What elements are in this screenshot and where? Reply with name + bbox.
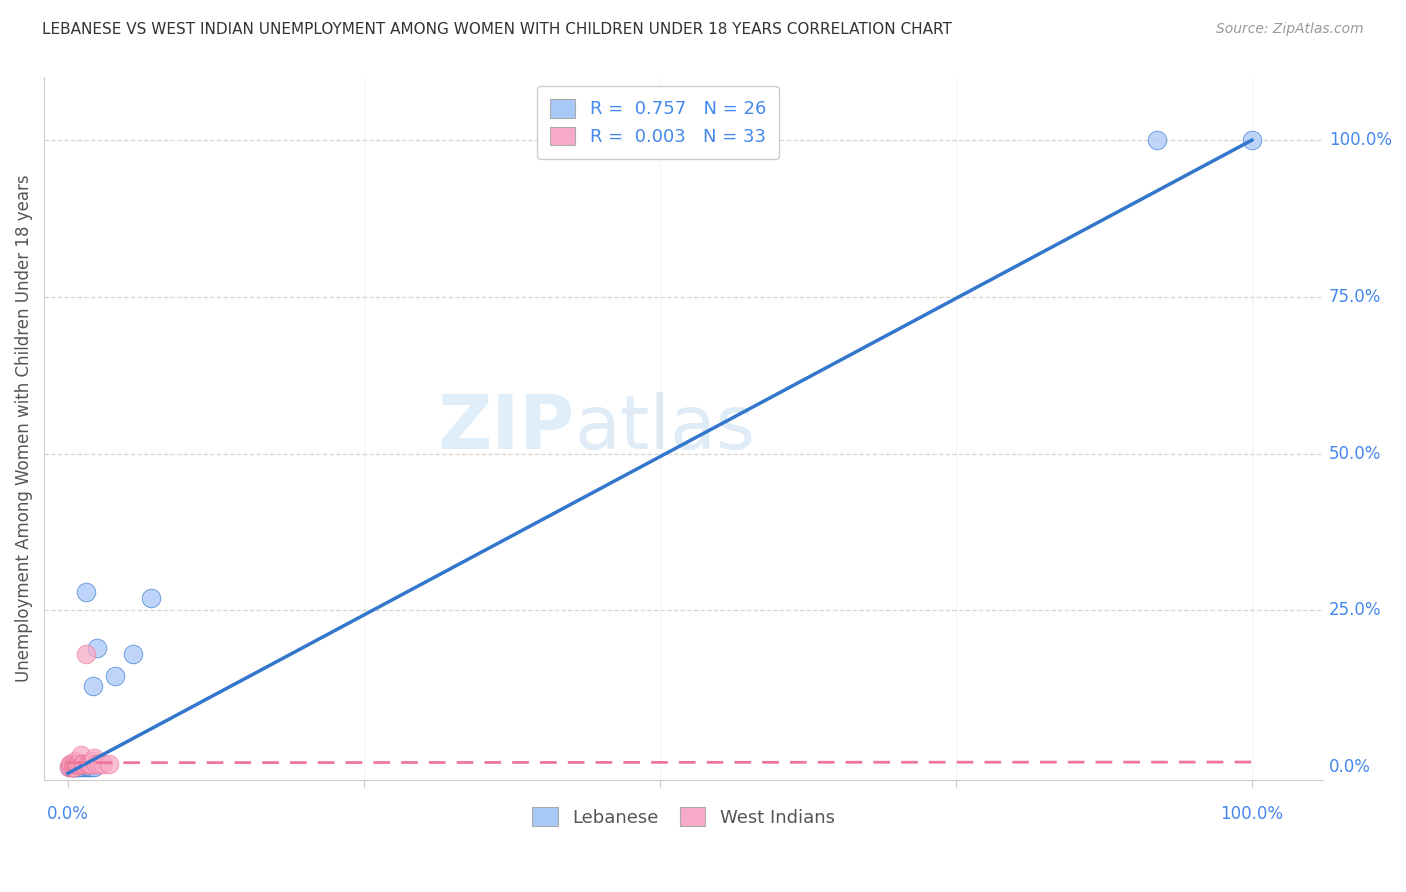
- Text: 50.0%: 50.0%: [1329, 444, 1381, 463]
- Point: [83, 750, 105, 764]
- Point: [60, 760, 83, 774]
- Point: [75, 647, 97, 661]
- Text: 0.0%: 0.0%: [1329, 758, 1371, 776]
- Text: atlas: atlas: [575, 392, 756, 465]
- Point: [76, 756, 98, 771]
- Point: [66, 760, 89, 774]
- Point: [63, 760, 86, 774]
- Point: [1240, 133, 1263, 147]
- Point: [69, 756, 91, 771]
- Point: [72, 760, 94, 774]
- Text: 0.0%: 0.0%: [46, 805, 89, 822]
- Text: 75.0%: 75.0%: [1329, 288, 1381, 306]
- Point: [70, 760, 93, 774]
- Point: [62, 760, 84, 774]
- Point: [60, 760, 83, 774]
- Text: LEBANESE VS WEST INDIAN UNEMPLOYMENT AMONG WOMEN WITH CHILDREN UNDER 18 YEARS CO: LEBANESE VS WEST INDIAN UNEMPLOYMENT AMO…: [42, 22, 952, 37]
- Point: [67, 756, 90, 771]
- Point: [76, 760, 98, 774]
- Point: [70, 756, 93, 771]
- Point: [91, 756, 114, 771]
- Point: [104, 669, 127, 683]
- Point: [62, 760, 84, 774]
- Point: [63, 756, 86, 771]
- Point: [77, 756, 100, 771]
- Point: [66, 756, 89, 771]
- Point: [66, 756, 89, 771]
- Point: [65, 756, 87, 771]
- Point: [1146, 133, 1168, 147]
- Point: [63, 754, 86, 768]
- Point: [77, 760, 100, 774]
- Point: [82, 679, 104, 693]
- Point: [122, 647, 145, 661]
- Point: [98, 756, 121, 771]
- Text: 100.0%: 100.0%: [1220, 805, 1284, 822]
- Point: [65, 756, 87, 771]
- Point: [83, 760, 105, 774]
- Point: [66, 756, 89, 771]
- Point: [58, 760, 80, 774]
- Point: [77, 756, 100, 771]
- Point: [80, 756, 103, 771]
- Y-axis label: Unemployment Among Women with Children Under 18 years: Unemployment Among Women with Children U…: [15, 175, 32, 682]
- Point: [86, 640, 108, 655]
- Point: [139, 591, 162, 605]
- Point: [58, 760, 80, 774]
- Point: [67, 756, 90, 771]
- Text: Source: ZipAtlas.com: Source: ZipAtlas.com: [1216, 22, 1364, 37]
- Point: [72, 756, 94, 771]
- Point: [69, 756, 91, 771]
- Point: [65, 760, 87, 774]
- Point: [82, 754, 104, 768]
- Point: [62, 760, 84, 774]
- Point: [69, 747, 91, 762]
- Text: ZIP: ZIP: [437, 392, 575, 465]
- Point: [60, 756, 83, 771]
- Point: [73, 756, 96, 771]
- Point: [67, 756, 90, 771]
- Point: [59, 756, 82, 771]
- Point: [87, 756, 110, 771]
- Legend: Lebanese, West Indians: Lebanese, West Indians: [524, 800, 842, 834]
- Point: [69, 760, 91, 774]
- Point: [62, 756, 84, 771]
- Point: [62, 760, 84, 774]
- Point: [79, 756, 101, 771]
- Text: 100.0%: 100.0%: [1329, 131, 1392, 149]
- Point: [62, 756, 84, 771]
- Point: [84, 756, 107, 771]
- Text: 25.0%: 25.0%: [1329, 601, 1381, 619]
- Point: [75, 584, 97, 599]
- Point: [63, 756, 86, 771]
- Point: [80, 760, 103, 774]
